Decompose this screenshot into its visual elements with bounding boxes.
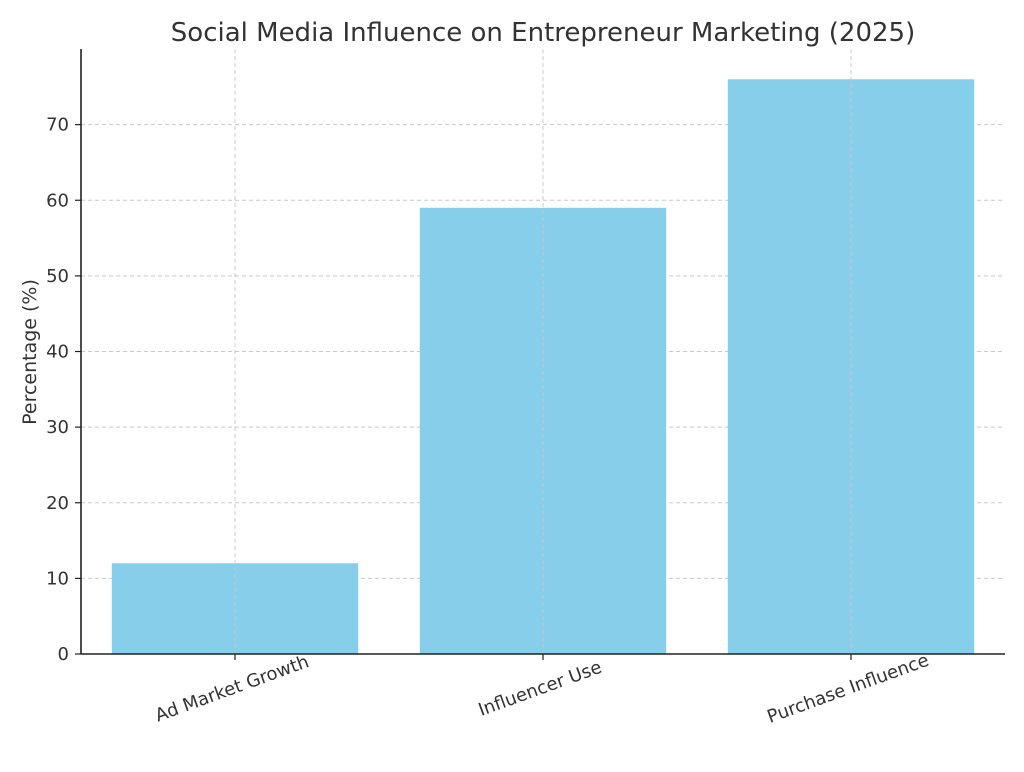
y-tick-label: 30 (46, 417, 69, 438)
y-tick-label: 40 (46, 342, 69, 363)
y-tick-label: 60 (46, 190, 69, 211)
y-tick-label: 70 (46, 115, 69, 136)
y-tick-label: 20 (46, 493, 69, 514)
x-tick-label: Purchase Influence (764, 650, 931, 728)
x-tick-label: Ad Market Growth (152, 651, 311, 726)
axes (75, 49, 1005, 660)
y-tick-label: 50 (46, 266, 69, 287)
x-grid-lines (234, 49, 852, 654)
y-tick-label: 0 (58, 644, 69, 665)
x-tick-label: Influencer Use (476, 657, 605, 721)
y-tick-label: 10 (46, 568, 69, 589)
y-axis-label: Percentage (%) (19, 279, 41, 425)
chart-title: Social Media Influence on Entrepreneur M… (171, 18, 915, 48)
